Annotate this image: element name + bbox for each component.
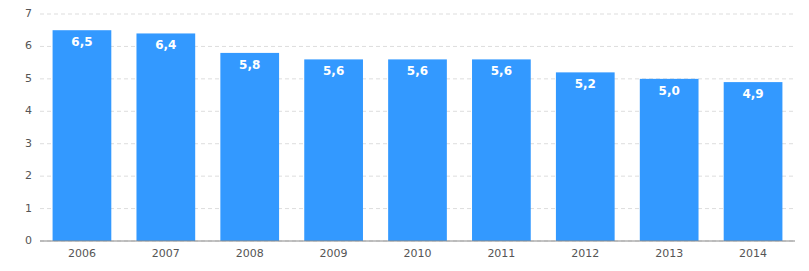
- bar: [53, 30, 112, 241]
- bar: [640, 79, 699, 241]
- x-axis: 2006 2007 2008 2009 2010 2011 2012 2013 2014: [40, 241, 795, 260]
- grid: [40, 14, 795, 241]
- bars: [53, 30, 783, 241]
- x-tick-label: 2011: [487, 247, 515, 260]
- bar: [472, 59, 531, 241]
- y-tick-label: 0: [25, 234, 32, 247]
- bar: [304, 59, 363, 241]
- data-labels: 6,5 6,4 5,8 5,6 5,6 5,6 5,2 5,0 4,9: [71, 35, 763, 101]
- grid-line: [40, 14, 795, 15]
- x-tick-label: 2007: [152, 247, 180, 260]
- chart-svg: 012345676,56,45,85,65,65,65,25,04,920062…: [0, 0, 809, 271]
- data-label: 5,2: [575, 77, 596, 91]
- y-tick-label: 6: [25, 39, 32, 52]
- data-label: 6,4: [155, 38, 176, 52]
- x-tick-label: 2013: [655, 247, 683, 260]
- chart-container: 012345676,56,45,85,65,65,65,25,04,920062…: [0, 0, 809, 271]
- data-label: 4,9: [742, 87, 763, 101]
- x-tick-label: 2008: [236, 247, 264, 260]
- y-axis: 0 1 2 3 4 5 6 7: [25, 7, 32, 247]
- bar: [724, 82, 783, 241]
- y-tick-label: 5: [25, 72, 32, 85]
- x-tick-label: 2014: [739, 247, 767, 260]
- bar: [136, 33, 195, 241]
- y-tick-label: 2: [25, 169, 32, 182]
- y-tick-label: 3: [25, 137, 32, 150]
- x-axis-line: [40, 241, 795, 242]
- bar: [388, 59, 447, 241]
- bar: [556, 72, 615, 241]
- data-label: 6,5: [71, 35, 92, 49]
- data-label: 5,0: [659, 84, 680, 98]
- data-label: 5,6: [491, 64, 512, 78]
- x-tick-label: 2009: [320, 247, 348, 260]
- data-label: 5,6: [323, 64, 344, 78]
- y-tick-label: 7: [25, 7, 32, 20]
- data-label: 5,6: [407, 64, 428, 78]
- x-tick-label: 2010: [404, 247, 432, 260]
- data-label: 5,8: [239, 58, 260, 72]
- x-tick-label: 2006: [68, 247, 96, 260]
- x-tick-label: 2012: [571, 247, 599, 260]
- grid-line: [40, 241, 795, 242]
- bar: [220, 53, 279, 241]
- y-tick-label: 1: [25, 202, 32, 215]
- y-tick-label: 4: [25, 104, 32, 117]
